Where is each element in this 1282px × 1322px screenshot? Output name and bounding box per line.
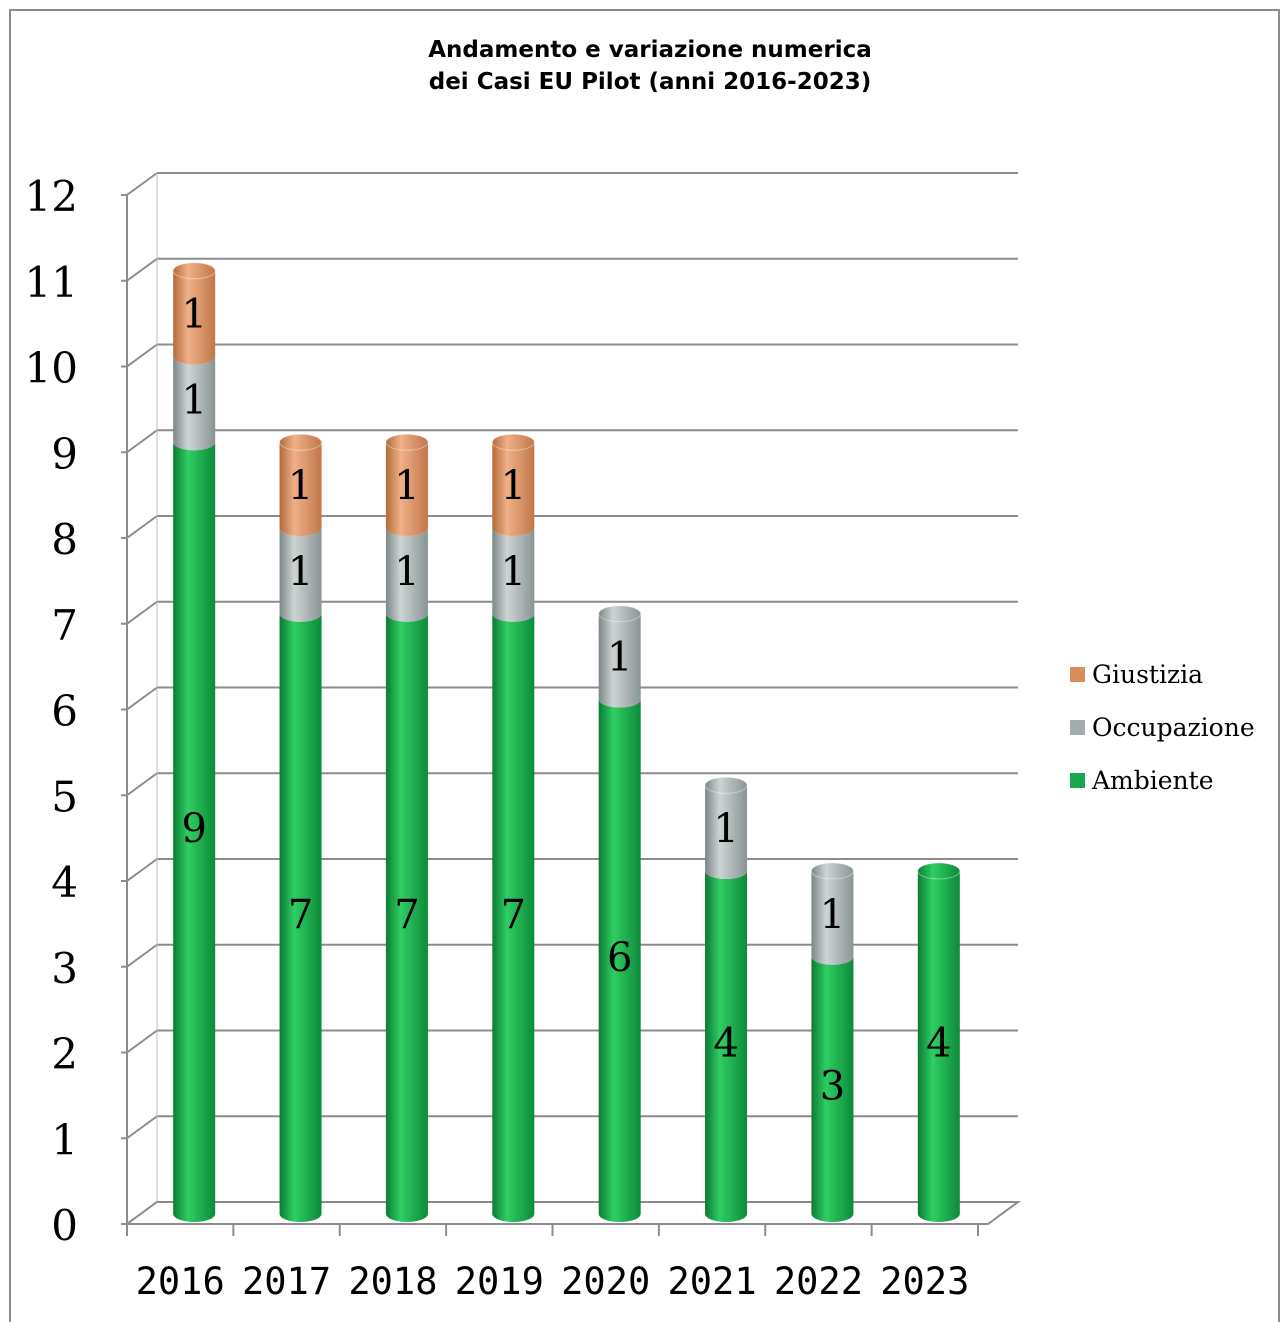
x-tick-label-2016: 2016 — [136, 1260, 225, 1303]
bar-2021-occupazione — [705, 785, 748, 879]
bar-2019-ambiente — [492, 613, 535, 1222]
legend-label-ambiente: Ambiente — [1092, 766, 1214, 795]
data-label-2017-ambiente: 7 — [288, 892, 313, 938]
bar-2017-giustizia — [279, 442, 322, 536]
y-tick-label-8: 8 — [51, 515, 78, 564]
bar-2018-ambiente — [385, 613, 428, 1222]
wall-tick-11 — [126, 257, 158, 282]
y-tick-label-12: 12 — [25, 172, 78, 221]
bar-2019-giustizia — [492, 442, 535, 536]
y-tick-label-11: 11 — [25, 258, 78, 307]
chart-title-line-2: dei Casi EU Pilot (anni 2016-2023) — [428, 69, 872, 95]
x-tick-label-2022: 2022 — [774, 1260, 863, 1303]
data-label-2021-occupazione: 1 — [713, 806, 738, 852]
bar-2016-ambiente — [173, 442, 216, 1222]
x-tick-label-2018: 2018 — [348, 1260, 437, 1303]
y-tick-label-2: 2 — [51, 1030, 78, 1079]
data-label-2018-ambiente: 7 — [394, 892, 419, 938]
legend-label-giustizia: Giustizia — [1092, 660, 1204, 689]
data-label-2020-occupazione: 1 — [607, 635, 632, 681]
data-label-2019-occupazione: 1 — [501, 549, 526, 595]
data-label-2020-ambiente: 6 — [607, 935, 632, 981]
y-tick-label-4: 4 — [51, 858, 78, 907]
data-label-2016-giustizia: 1 — [181, 292, 206, 338]
y-tick-label-10: 10 — [25, 344, 78, 393]
wall-tick-5 — [126, 772, 158, 797]
data-label-2016-occupazione: 1 — [181, 377, 206, 423]
wall-tick-7 — [126, 600, 158, 625]
x-tick-label-2020: 2020 — [561, 1260, 650, 1303]
data-label-2019-ambiente: 7 — [501, 892, 526, 938]
legend-item-occupazione: Occupazione — [1070, 701, 1255, 754]
data-label-2019-giustizia: 1 — [501, 463, 526, 509]
wall-tick-9 — [126, 429, 158, 454]
y-tick-label-7: 7 — [51, 601, 78, 650]
y-tick-label-0: 0 — [51, 1201, 78, 1250]
legend-swatch-occupazione — [1070, 720, 1085, 735]
bar-2016-giustizia — [173, 270, 216, 365]
wall-tick-4 — [126, 858, 158, 882]
data-label-2022-ambiente: 3 — [820, 1063, 845, 1109]
bar-2017-occupazione — [279, 528, 322, 622]
bar-2019-occupazione — [492, 528, 535, 622]
bar-cap-2020-occupazione — [598, 605, 642, 623]
x-tick-label-2021: 2021 — [668, 1260, 757, 1303]
legend-item-giustizia: Giustizia — [1070, 648, 1255, 701]
wall-tick-10 — [126, 343, 158, 368]
data-label-2016-ambiente: 9 — [181, 806, 206, 852]
bar-cap-2017-giustizia — [279, 433, 323, 451]
y-tick-label-3: 3 — [51, 944, 78, 993]
y-tick-label-1: 1 — [51, 1115, 78, 1164]
legend-swatch-ambiente — [1070, 773, 1085, 788]
x-tick-label-2023: 2023 — [880, 1260, 969, 1303]
bar-2018-occupazione — [385, 528, 428, 622]
y-tick-label-5: 5 — [51, 772, 78, 821]
data-label-2023-ambiente: 4 — [926, 1021, 951, 1067]
bar-2023-ambiente — [917, 871, 960, 1222]
y-tick-label-9: 9 — [51, 429, 78, 478]
wall-tick-8 — [126, 515, 158, 539]
x-tick-label-2017: 2017 — [242, 1260, 331, 1303]
wall-tick-3 — [126, 943, 158, 968]
bar-2021-ambiente — [705, 871, 748, 1222]
y-tick-label-6: 6 — [51, 687, 78, 736]
data-label-2021-ambiente: 4 — [713, 1021, 738, 1067]
chart-legend: Giustizia Occupazione Ambiente — [1070, 648, 1255, 807]
data-label-2018-occupazione: 1 — [394, 549, 419, 595]
chart-title-line-1: Andamento e variazione numerica — [428, 37, 872, 63]
legend-swatch-giustizia — [1070, 667, 1085, 682]
wall-tick-2 — [126, 1029, 158, 1054]
wall-tick-1 — [126, 1115, 158, 1140]
bar-2020-ambiente — [598, 699, 641, 1222]
bar-2018-giustizia — [385, 442, 428, 536]
data-label-2017-occupazione: 1 — [288, 549, 313, 595]
data-label-2022-occupazione: 1 — [820, 892, 845, 938]
bar-2022-ambiente — [811, 956, 854, 1222]
bar-2022-occupazione — [811, 871, 854, 965]
bar-cap-2019-giustizia — [491, 433, 535, 451]
bar-2016-occupazione — [173, 356, 216, 451]
data-label-2017-giustizia: 1 — [288, 463, 313, 509]
chart-title: Andamento e variazione numerica dei Casi… — [300, 34, 1000, 98]
bar-cap-2022-occupazione — [810, 862, 854, 880]
wall-tick-6 — [126, 686, 158, 711]
bar-2017-ambiente — [279, 613, 322, 1222]
legend-item-ambiente: Ambiente — [1070, 754, 1255, 807]
chart-frame — [9, 9, 1280, 1322]
bar-cap-2023-ambiente — [917, 862, 961, 880]
data-label-2018-giustizia: 1 — [394, 463, 419, 509]
legend-label-occupazione: Occupazione — [1092, 713, 1255, 742]
bar-cap-2016-giustizia — [172, 262, 216, 280]
bar-2020-occupazione — [598, 613, 641, 708]
wall-tick-12 — [126, 172, 158, 196]
bar-cap-2021-occupazione — [704, 776, 748, 794]
floor-plane — [123, 1201, 1022, 1225]
x-tick-label-2019: 2019 — [455, 1260, 544, 1303]
bar-cap-2018-giustizia — [385, 433, 429, 451]
